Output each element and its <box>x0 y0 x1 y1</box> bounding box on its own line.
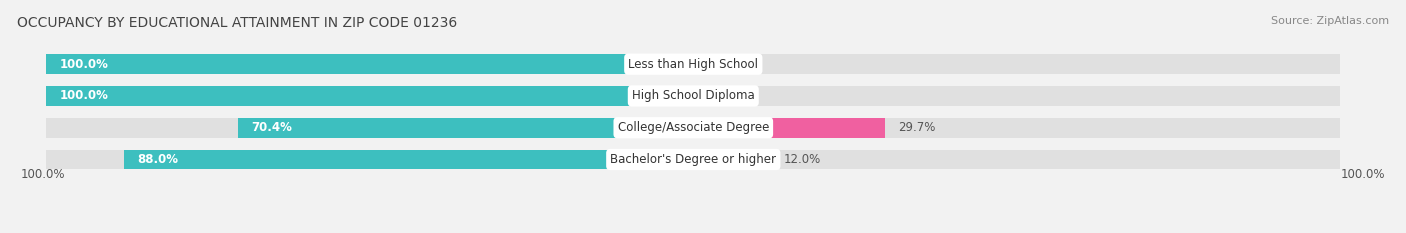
Bar <box>693 54 710 74</box>
Text: High School Diploma: High School Diploma <box>631 89 755 103</box>
Bar <box>46 54 693 74</box>
Text: Bachelor's Degree or higher: Bachelor's Degree or higher <box>610 153 776 166</box>
Bar <box>46 86 693 106</box>
Bar <box>46 150 1340 169</box>
Bar <box>693 118 886 137</box>
Bar <box>46 118 1340 137</box>
Text: 100.0%: 100.0% <box>21 168 65 181</box>
Text: 88.0%: 88.0% <box>136 153 179 166</box>
Text: 0.0%: 0.0% <box>723 58 752 71</box>
Bar <box>693 86 710 106</box>
Text: 100.0%: 100.0% <box>1341 168 1385 181</box>
Bar <box>124 150 693 169</box>
Bar <box>693 150 770 169</box>
Bar <box>238 118 693 137</box>
Text: College/Associate Degree: College/Associate Degree <box>617 121 769 134</box>
Text: Source: ZipAtlas.com: Source: ZipAtlas.com <box>1271 16 1389 26</box>
Bar <box>46 86 1340 106</box>
Text: 100.0%: 100.0% <box>59 58 108 71</box>
Text: 29.7%: 29.7% <box>898 121 936 134</box>
Text: 0.0%: 0.0% <box>723 89 752 103</box>
Text: 70.4%: 70.4% <box>250 121 291 134</box>
Text: OCCUPANCY BY EDUCATIONAL ATTAINMENT IN ZIP CODE 01236: OCCUPANCY BY EDUCATIONAL ATTAINMENT IN Z… <box>17 16 457 30</box>
Text: Less than High School: Less than High School <box>628 58 758 71</box>
Text: 12.0%: 12.0% <box>785 153 821 166</box>
Text: 100.0%: 100.0% <box>59 89 108 103</box>
Bar <box>46 54 1340 74</box>
